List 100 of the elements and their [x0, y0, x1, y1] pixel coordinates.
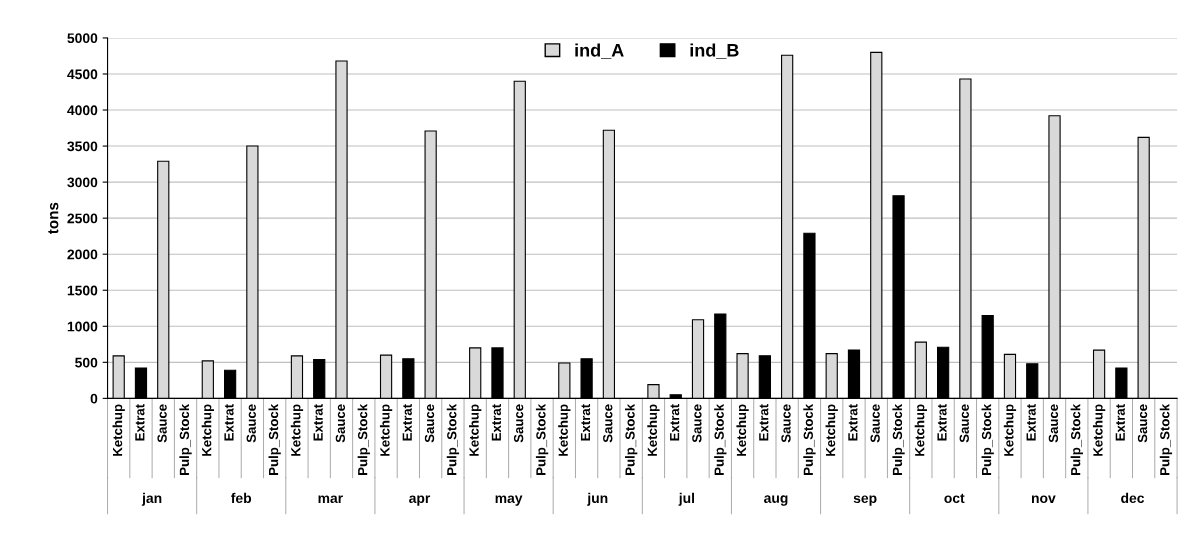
- y-tick-label: 4500: [67, 69, 98, 80]
- bar: [379, 354, 393, 399]
- x-tick-label: Extrat: [580, 404, 591, 441]
- x-tick-label: Ketchup: [112, 404, 125, 456]
- x-tick-label: Ketchup: [1003, 404, 1017, 456]
- bar: [290, 355, 304, 399]
- x-tick-label: Extrat: [402, 404, 412, 441]
- y-tick-label: 4000: [67, 105, 98, 116]
- x-tick-label: Extrat: [937, 404, 947, 441]
- bar: [335, 60, 348, 399]
- x-tick-label: Pulp_Stock: [1159, 403, 1173, 475]
- bar: [647, 384, 660, 399]
- x-tick-label: Pulp_Stock: [625, 403, 638, 475]
- x-tick-label: Ketchup: [379, 404, 393, 456]
- x-tick-label: Sauce: [157, 404, 167, 443]
- x-tick-label: Extrat: [1115, 404, 1125, 441]
- text: apr: [409, 495, 431, 506]
- bar: [313, 358, 326, 399]
- x-tick-label: Sauce: [781, 404, 791, 443]
- bar: [424, 130, 437, 399]
- x-tick-label: Extrat: [848, 404, 858, 441]
- x-tick-label: Extrat: [670, 404, 680, 441]
- x-tick-label: Sauce: [424, 404, 435, 443]
- legend-label: ind_A: [575, 43, 624, 59]
- text: mar: [318, 495, 343, 504]
- bar: [580, 358, 593, 399]
- bar: [758, 355, 771, 399]
- bar: [1115, 367, 1128, 399]
- y-tick-label: 0: [90, 393, 98, 404]
- text: nov: [1031, 495, 1056, 504]
- bar: [781, 54, 794, 399]
- x-tick-label: Pulp_Stock: [357, 403, 370, 475]
- y-tick-label: 3500: [67, 141, 98, 152]
- bar: [602, 129, 616, 399]
- bar: [714, 313, 727, 399]
- bar: [1137, 136, 1150, 399]
- bar: [1048, 115, 1061, 399]
- legend-label: ind_B: [690, 43, 739, 59]
- bar: [981, 314, 994, 399]
- bar: [892, 195, 905, 399]
- x-tick-label: Sauce: [335, 404, 346, 443]
- bar: [469, 347, 482, 399]
- x-tick-label: Extrat: [759, 404, 769, 441]
- bar: [870, 51, 883, 399]
- bar: [513, 80, 526, 399]
- text: may: [495, 495, 523, 506]
- x-tick-label: Extrat: [313, 404, 323, 441]
- bar: [1026, 363, 1039, 399]
- x-tick-label: Ketchup: [647, 404, 660, 456]
- bar: [223, 369, 237, 399]
- x-tick-label: Sauce: [692, 404, 702, 443]
- y-tick-label: 2500: [67, 213, 98, 224]
- x-tick-label: Sauce: [870, 404, 880, 443]
- x-tick-label: Pulp_Stock: [268, 403, 281, 475]
- text: jul: [678, 492, 694, 506]
- bar: [1092, 349, 1106, 399]
- bar: [914, 341, 927, 399]
- x-tick-label: Pulp_Stock: [981, 403, 994, 475]
- text: oct: [944, 493, 965, 504]
- bar: [825, 353, 838, 399]
- x-tick-label: Ketchup: [469, 404, 482, 456]
- y-axis-title: tons: [48, 202, 59, 235]
- x-tick-label: Sauce: [959, 404, 969, 443]
- x-tick-label: Ketchup: [201, 404, 214, 456]
- y-tick-label: 500: [75, 357, 98, 368]
- bar: [803, 232, 816, 399]
- x-tick-label: Pulp_Stock: [892, 403, 905, 475]
- x-tick-label: Ketchup: [290, 404, 304, 456]
- bar: [558, 362, 571, 399]
- x-tick-label: Pulp_Stock: [446, 403, 460, 475]
- bar: [736, 353, 749, 399]
- x-tick-label: Ketchup: [825, 404, 838, 456]
- x-tick-label: Extrat: [1026, 404, 1036, 441]
- x-tick-label: Extrat: [135, 404, 145, 441]
- bar: [246, 145, 259, 399]
- x-tick-label: Sauce: [1137, 404, 1148, 443]
- x-tick-label: Sauce: [246, 404, 256, 443]
- x-tick-label: Ketchup: [1092, 404, 1106, 456]
- bar: [847, 349, 861, 399]
- y-tick-label: 2000: [67, 249, 98, 260]
- x-tick-label: Extrat: [491, 404, 502, 441]
- text: aug: [764, 495, 788, 506]
- x-tick-label: Pulp_Stock: [179, 403, 192, 475]
- bar: [936, 346, 950, 399]
- x-tick-label: Pulp_Stock: [803, 403, 816, 475]
- bar: [134, 367, 148, 399]
- bar: [691, 319, 705, 399]
- bar: [157, 160, 170, 399]
- x-tick-label: Pulp_Stock: [1070, 403, 1083, 475]
- x-tick-label: Ketchup: [558, 404, 571, 456]
- x-tick-label: Extrat: [224, 404, 234, 441]
- bar: [491, 347, 504, 399]
- text: jan: [141, 492, 162, 506]
- text: dec: [1121, 492, 1145, 504]
- x-tick-label: Ketchup: [914, 404, 927, 456]
- bar: [201, 360, 214, 399]
- bar: [112, 355, 125, 399]
- bar: [669, 394, 682, 399]
- y-tick-label: 3000: [67, 177, 98, 188]
- text: jun: [587, 492, 608, 506]
